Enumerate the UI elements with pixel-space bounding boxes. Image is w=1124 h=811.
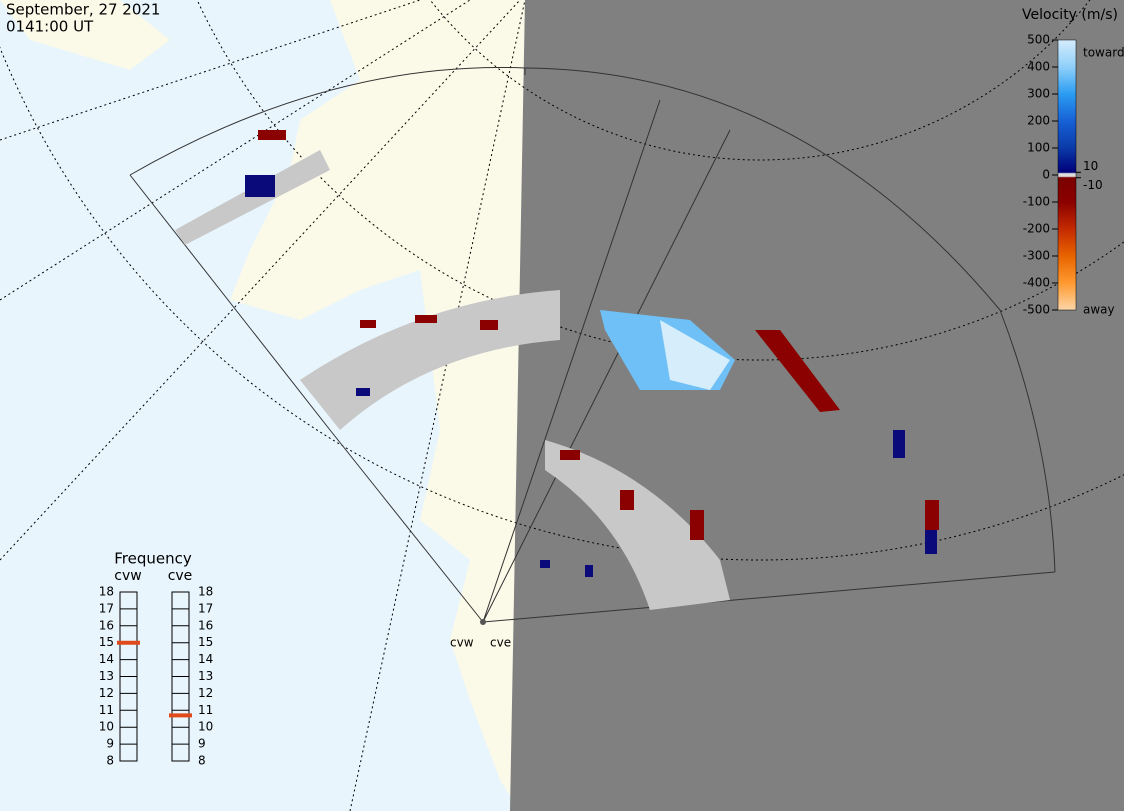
- frequency-tick-label: 18: [99, 585, 114, 599]
- scatter-cells: [175, 130, 939, 610]
- colorbar-end-label: toward: [1083, 46, 1124, 60]
- frequency-tick-label: 13: [99, 669, 114, 683]
- frequency-tick-label: 16: [198, 618, 213, 632]
- colorbar-end-label: away: [1083, 303, 1115, 317]
- radar-site: [480, 619, 486, 625]
- colorbar-tick-label: -200: [1023, 222, 1050, 236]
- frequency-tick-label: 17: [198, 601, 213, 615]
- land: [130, 0, 525, 811]
- frequency-title: Frequency: [114, 550, 192, 568]
- colorbar-tick-label: 10: [1083, 159, 1098, 173]
- date: September, 27 2021: [6, 1, 160, 19]
- colorbar-tick-label: -100: [1023, 195, 1050, 209]
- frequency-tick-label: 17: [99, 601, 114, 615]
- frequency-tick-label: 8: [198, 754, 206, 768]
- frequency-tick-label: 14: [99, 652, 114, 666]
- frequency-tick-label: 13: [198, 669, 213, 683]
- frequency-tick-label: 12: [99, 686, 114, 700]
- velocity-title: Velocity (m/s): [1022, 7, 1118, 23]
- colorbar-tick-label: 500: [1027, 33, 1050, 47]
- colorbar-tick-label: -400: [1023, 276, 1050, 290]
- frequency-tick-label: 11: [198, 703, 213, 717]
- frequency-tick-label: 16: [99, 618, 114, 632]
- frequency-tick-label: 10: [99, 720, 114, 734]
- frequency-tick-label: 11: [99, 703, 114, 717]
- frequency-tick-label: 9: [106, 737, 114, 751]
- frequency-tick-label: 15: [99, 635, 114, 649]
- colorbar-tick-label: -10: [1083, 178, 1103, 192]
- radar-name: cve: [168, 568, 193, 584]
- frequency-tick-label: 15: [198, 635, 213, 649]
- colorbar-tick-label: 400: [1027, 60, 1050, 74]
- velocity-colorbar: [1057, 39, 1077, 311]
- time: 0141:00 UT: [6, 18, 94, 36]
- frequency-tick-label: 9: [198, 737, 206, 751]
- land: [0, 0, 170, 70]
- colorbar-tick-label: 0: [1042, 168, 1050, 182]
- frequency-tick-label: 10: [198, 720, 213, 734]
- frequency-tick-label: 18: [198, 585, 213, 599]
- colorbar-tick-label: -300: [1023, 249, 1050, 263]
- radar-name: cvw: [114, 568, 141, 584]
- radar-label: cvw: [450, 636, 474, 650]
- frequency-tick-label: 8: [106, 754, 114, 768]
- frequency-tick-label: 14: [198, 652, 213, 666]
- radar-label: cve: [490, 636, 511, 650]
- colorbar-tick-label: 200: [1027, 114, 1050, 128]
- frequency-tick-label: 12: [198, 686, 213, 700]
- colorbar-tick-label: -500: [1023, 303, 1050, 317]
- radar-fov: [129, 67, 1056, 623]
- colorbar-tick-label: 100: [1027, 141, 1050, 155]
- colorbar-tick-label: 300: [1027, 87, 1050, 101]
